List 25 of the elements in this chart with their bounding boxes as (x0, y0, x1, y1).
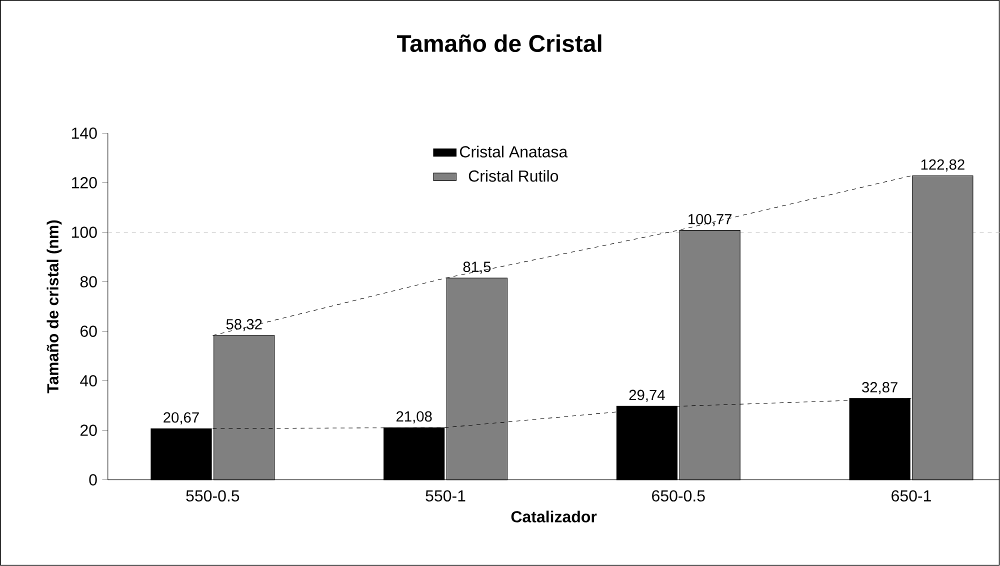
data-label: 58,32 (226, 319, 262, 332)
x-tick-label: 650-1 (892, 490, 931, 502)
y-tick-label: 80 (80, 276, 97, 288)
y-tick-label: 100 (72, 226, 97, 238)
legend-label: Cristal Rutilo (468, 170, 558, 182)
y-tick-label: 0 (89, 474, 97, 486)
x-tick-label: 550-0.5 (186, 490, 240, 502)
x-tick-label: 550-1 (426, 490, 466, 502)
data-label: 20,67 (164, 412, 199, 425)
y-tick-label: 120 (72, 177, 97, 189)
y-axis-title: Tamaño de cristal (nm) (46, 220, 62, 394)
y-tick-label: 40 (80, 375, 97, 387)
data-label: 122,82 (921, 160, 964, 172)
data-label: 21,08 (396, 411, 432, 424)
y-tick-label: 140 (72, 128, 97, 140)
data-label: 29,74 (629, 390, 665, 402)
data-label: 32,87 (862, 382, 898, 394)
data-label: 81,5 (463, 262, 491, 274)
x-axis-title: Catalizador (511, 510, 597, 523)
data-label: 100,77 (688, 214, 732, 226)
legend-label: Cristal Anatasa (460, 146, 568, 158)
y-tick-label: 60 (80, 326, 97, 338)
chart-title: Tamaño de Cristal (396, 34, 602, 52)
x-tick-label: 650-0.5 (652, 490, 705, 502)
y-tick-label: 20 (80, 424, 97, 436)
